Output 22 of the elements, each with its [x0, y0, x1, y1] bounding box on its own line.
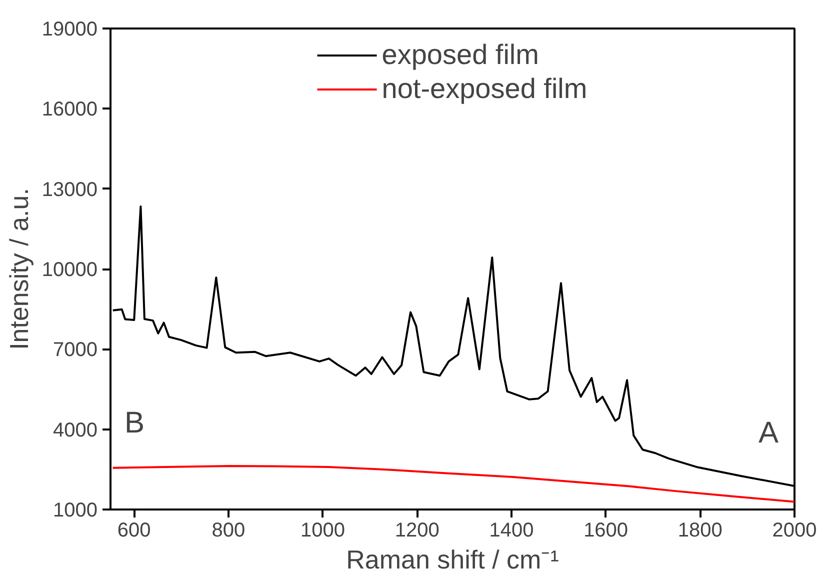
legend-label: exposed film — [382, 38, 539, 72]
y-tick-label: 4000 — [53, 419, 98, 442]
y-tick-label: 1000 — [53, 500, 98, 522]
x-tick-label: 1600 — [584, 520, 628, 542]
x-tick-label: 1000 — [300, 520, 346, 542]
y-tick-label: 16000 — [42, 98, 98, 121]
x-tick-label: 1200 — [394, 520, 440, 542]
x-tick-label: 800 — [212, 520, 246, 542]
legend-label: not-exposed film — [382, 72, 588, 106]
y-tick-label: 10000 — [42, 259, 98, 281]
x-tick-label: 1400 — [489, 520, 534, 542]
x-tick-label: 2000 — [772, 520, 817, 542]
line-series — [112, 464, 794, 503]
y-axis-title: Intensity / a.u. — [4, 188, 34, 350]
y-tick-label: 19000 — [42, 18, 98, 40]
y-tick-label: 13000 — [42, 178, 98, 201]
x-tick-label: 600 — [117, 520, 151, 542]
x-axis-title: Raman shift / cm⁻¹ — [346, 544, 560, 574]
annotation: A — [758, 416, 779, 450]
y-tick-label: 7000 — [53, 339, 98, 362]
x-tick-label: 1800 — [678, 520, 722, 542]
annotation: B — [124, 406, 145, 440]
